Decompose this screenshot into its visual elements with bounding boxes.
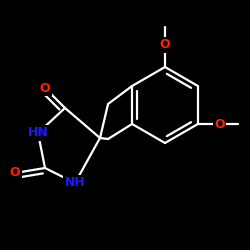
- Text: NH: NH: [64, 176, 86, 190]
- Text: HN: HN: [28, 126, 48, 140]
- Text: O: O: [214, 118, 225, 130]
- Text: O: O: [10, 166, 20, 179]
- Text: O: O: [160, 38, 170, 52]
- Text: O: O: [40, 82, 50, 94]
